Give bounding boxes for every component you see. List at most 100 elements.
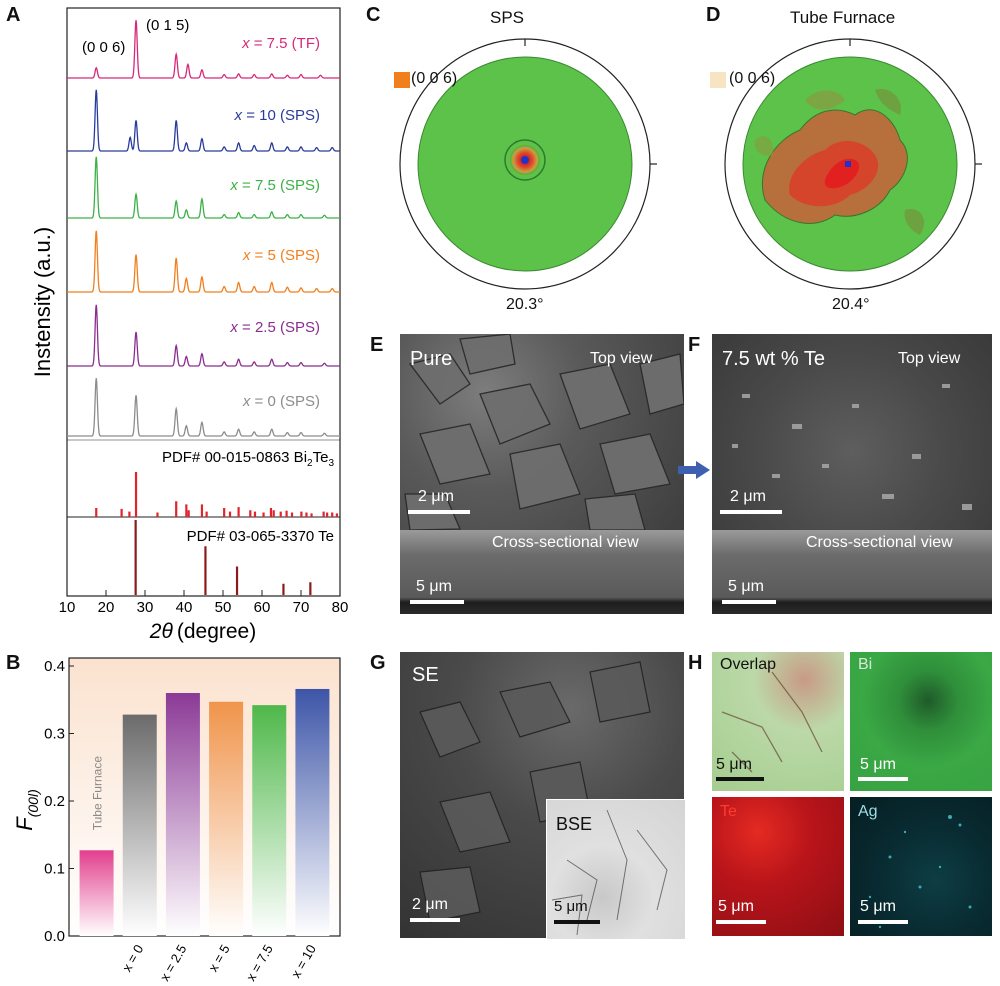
eds-overlap-scale-text: 5 μm (716, 756, 752, 773)
legend-label-sps: (0 0 6) (411, 70, 458, 87)
xrd-x-tick-label: 70 (293, 599, 310, 616)
bar (122, 714, 157, 936)
sem-se-label: SE (412, 664, 439, 686)
bar-x-tick-label: x = 10 (288, 942, 319, 980)
bar (295, 688, 330, 936)
sem-pure-top-view-label: Top view (590, 350, 653, 367)
xrd-series-label: x = 0 (SPS) (242, 393, 320, 410)
xrd-series-line (67, 378, 340, 437)
xrd-series-label: x = 5 (SPS) (242, 247, 320, 264)
xrd-series-line (67, 20, 340, 79)
sem-te-top-image (712, 334, 992, 530)
xrd-series-line (67, 156, 340, 219)
bar-x-tick-label: x = 7.5 (243, 942, 276, 984)
eds-overlap-scale-bar (716, 777, 764, 781)
sem-pure-scale-cross-text: 5 μm (416, 578, 452, 595)
pole-center (521, 156, 529, 164)
bar (79, 850, 114, 936)
orientation-bar-chart: Tube Furnace 0.0 0.1 0.2 0.3 0.4 x = 0 x = 2.… (12, 657, 341, 984)
sem-te-cross-label: Cross-sectional view (806, 534, 953, 551)
sem-pure-scale-top-bar (408, 510, 470, 514)
sem-bse-scale-bar (554, 920, 600, 924)
sem-pure-top-image (400, 334, 684, 530)
pole-figure-tf-angle: 20.4° (832, 296, 870, 313)
bar-x-tick-label: x = 2.5 (157, 942, 190, 984)
sem-te-scale-cross-text: 5 μm (728, 578, 764, 595)
xrd-x-tick-label: 60 (254, 599, 271, 616)
xrd-x-tick-label: 30 (137, 599, 154, 616)
sem-bse-inset (546, 799, 686, 940)
xrd-reference-label: PDF# 03-065-3370 Te (187, 528, 334, 545)
panel-label-f: F (688, 334, 701, 356)
eds-overlap-map (712, 652, 844, 791)
sem-se-image (400, 652, 684, 938)
xrd-series-group: x = 7.5 (TF) x = 10 (SPS) x = 7.5 (SPS) x =… (67, 20, 340, 437)
sem-te-scale-top-text: 2 μm (730, 488, 766, 505)
xrd-x-tick-label: 10 (59, 599, 76, 616)
xrd-series-label: x = 7.5 (SPS) (229, 177, 320, 194)
panel-label-e: E (370, 334, 384, 356)
sem-te-scale-cross-bar (722, 600, 776, 604)
eds-ag-label: Ag (858, 803, 878, 820)
xrd-reference-group: PDF# 00-015-0863 Bi2Te3 PDF# 03-065-3370 … (95, 449, 338, 595)
eds-bi-scale-bar (858, 777, 908, 781)
xrd-series-label: x = 10 (SPS) (234, 107, 320, 124)
eds-bi-scale-text: 5 μm (860, 756, 896, 773)
eds-ag-scale-bar (858, 920, 908, 924)
pole-figure-sps-title: SPS (490, 8, 525, 27)
bar-x-ticks: x = 0 x = 2.5 x = 5 x = 7.5 x = 10 (119, 942, 319, 984)
sem-te-particles (732, 384, 972, 510)
xrd-plot-frame (66, 7, 341, 597)
bar-inbar-label: Tube Furnace (91, 756, 105, 831)
eds-bi-label: Bi (858, 656, 873, 673)
sem-te-scale-top-bar (720, 510, 782, 514)
xrd-ticks-group: 10 20 30 40 50 60 70 80 (59, 590, 348, 616)
xrd-x-tick-label: 50 (215, 599, 232, 616)
bar-group: Tube Furnace (79, 688, 330, 936)
bar-y-tick-label: 0.2 (44, 793, 65, 810)
xrd-chart: x = 7.5 (TF) x = 10 (SPS) x = 7.5 (SPS) x =… (30, 7, 348, 643)
panel-label-h: H (688, 652, 703, 674)
sem-pure-grains (404, 334, 684, 530)
sem-pure-label: Pure (410, 348, 453, 370)
xrd-series-line (67, 304, 340, 367)
pole-center (845, 161, 851, 167)
eds-te-scale-bar (716, 920, 766, 924)
bar-y-tick-label: 0.1 (44, 861, 65, 878)
eds-te-scale-text: 5 μm (718, 898, 754, 915)
peak-label-015: (0 1 5) (146, 17, 189, 34)
arrow-icon (678, 461, 710, 479)
sem-pure-cross-label: Cross-sectional view (492, 534, 639, 551)
xrd-series-line (67, 89, 340, 152)
sem-te-label: 7.5 wt % Te (722, 348, 826, 370)
legend-swatch-tf (710, 72, 726, 88)
bar-plot-frame (68, 657, 341, 937)
xrd-series-line (67, 230, 340, 293)
eds-overlap-texture (721, 671, 823, 773)
sem-te-top-view-label: Top view (898, 350, 961, 367)
eds-te-label: Te (720, 803, 737, 820)
xrd-x-tick-label: 40 (176, 599, 193, 616)
sem-bse-label: BSE (556, 814, 593, 834)
sem-pure-scale-cross-bar (410, 600, 464, 604)
pole-figure-tf (724, 38, 982, 290)
sem-pure-scale-top-text: 2 μm (418, 488, 454, 505)
bar (209, 701, 244, 936)
sem-se-scale-bar (410, 918, 460, 922)
eds-te-map (712, 797, 844, 936)
bar (165, 693, 200, 936)
sem-bse-texture (551, 809, 668, 936)
pole-contour-outer (504, 139, 546, 181)
peak-label-006: (0 0 6) (82, 39, 125, 56)
eds-overlap-label: Overlap (720, 656, 777, 673)
bar-y-ticks: 0.0 0.1 0.2 0.3 0.4 (44, 658, 74, 945)
xrd-series-label: x = 2.5 (SPS) (229, 319, 320, 336)
xrd-reference-label: PDF# 00-015-0863 Bi2Te3 (162, 449, 335, 469)
panel-label-d: D (706, 4, 721, 26)
legend-label-tf: (0 0 6) (729, 70, 776, 87)
pole-texture (754, 89, 925, 235)
bar-y-tick-label: 0.0 (44, 928, 65, 945)
panel-label-g: G (370, 652, 386, 674)
xrd-x-axis-label: 2θ (degree) (149, 620, 256, 643)
eds-ag-dots (868, 815, 972, 929)
